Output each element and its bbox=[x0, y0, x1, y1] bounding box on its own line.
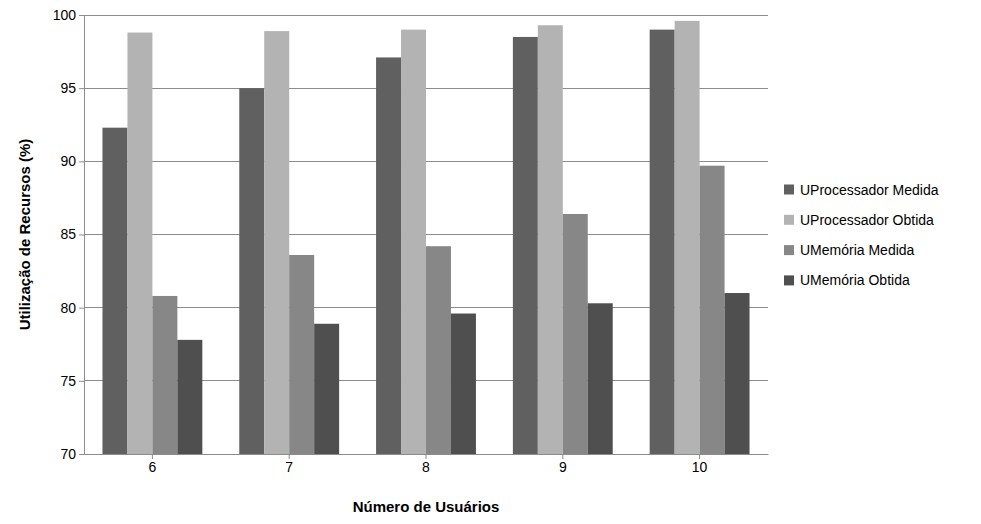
legend-swatch bbox=[784, 215, 794, 225]
bar bbox=[102, 128, 127, 454]
bar bbox=[264, 31, 289, 454]
bar bbox=[426, 246, 451, 454]
y-tick: 100 bbox=[53, 7, 84, 23]
bar bbox=[376, 57, 401, 454]
legend-label: UMemória Obtida bbox=[800, 272, 910, 288]
bar bbox=[700, 166, 725, 454]
y-tick-label: 95 bbox=[60, 80, 76, 96]
legend-item: UMemória Medida bbox=[784, 242, 915, 258]
x-tick: 7 bbox=[285, 454, 293, 475]
y-tick: 70 bbox=[60, 446, 84, 462]
bar bbox=[177, 340, 202, 454]
legend: UProcessador Medida UProcessador Obtida UM… bbox=[784, 182, 939, 289]
legend-swatch bbox=[784, 245, 794, 255]
bar bbox=[289, 255, 314, 454]
y-axis-line bbox=[84, 16, 85, 455]
y-tick-mark bbox=[79, 454, 84, 455]
legend-label: UProcessador Obtida bbox=[800, 212, 934, 228]
x-tick: 6 bbox=[149, 454, 157, 475]
legend-label: UMemória Medida bbox=[800, 242, 915, 258]
y-tick-label: 75 bbox=[60, 373, 76, 389]
x-tick: 8 bbox=[422, 454, 430, 475]
x-axis: 6 7 8 9 10 bbox=[85, 454, 769, 475]
y-tick: 95 bbox=[60, 80, 84, 96]
y-tick: 85 bbox=[60, 226, 84, 242]
legend-item: UProcessador Obtida bbox=[784, 212, 934, 228]
y-tick: 90 bbox=[60, 153, 84, 169]
y-tick-mark bbox=[79, 15, 84, 16]
legend-swatch bbox=[784, 275, 794, 285]
chart: 70 75 80 85 90 95 100 6 7 8 9 10 Número de Usuários U… bbox=[0, 0, 981, 524]
legend-item: UMemória Obtida bbox=[784, 272, 910, 288]
grid bbox=[84, 15, 768, 454]
y-tick-label: 90 bbox=[60, 153, 76, 169]
y-tick-mark bbox=[79, 161, 84, 162]
y-tick-label: 100 bbox=[53, 7, 77, 23]
bar bbox=[451, 314, 476, 454]
grid-line bbox=[84, 15, 768, 16]
bar bbox=[239, 88, 264, 454]
x-tick-label: 10 bbox=[692, 459, 708, 475]
bar bbox=[563, 214, 588, 454]
bar bbox=[725, 293, 750, 454]
y-tick-label: 85 bbox=[60, 226, 76, 242]
bar bbox=[513, 37, 538, 454]
plot: 70 75 80 85 90 95 100 6 7 8 9 10 bbox=[53, 7, 769, 475]
bar bbox=[314, 324, 339, 454]
y-tick-label: 70 bbox=[60, 446, 76, 462]
y-axis-title: Utilização de Recursos (%) bbox=[16, 139, 33, 331]
bar bbox=[152, 296, 177, 454]
bar bbox=[588, 303, 613, 454]
bar bbox=[401, 30, 426, 454]
x-tick: 10 bbox=[692, 454, 708, 475]
y-tick-label: 80 bbox=[60, 300, 76, 316]
legend-item: UProcessador Medida bbox=[784, 182, 939, 198]
y-tick: 80 bbox=[60, 300, 84, 316]
y-tick-mark bbox=[79, 308, 84, 309]
bar bbox=[538, 25, 563, 454]
x-tick: 9 bbox=[559, 454, 567, 475]
y-axis: 70 75 80 85 90 95 100 bbox=[53, 7, 85, 462]
y-tick-mark bbox=[79, 381, 84, 382]
x-tick-label: 9 bbox=[559, 459, 567, 475]
bar bbox=[127, 33, 152, 454]
x-tick-label: 7 bbox=[285, 459, 293, 475]
y-tick-mark bbox=[79, 235, 84, 236]
y-tick: 75 bbox=[60, 373, 84, 389]
x-tick-label: 8 bbox=[422, 459, 430, 475]
x-axis-title: Número de Usuários bbox=[353, 498, 500, 515]
bars bbox=[102, 21, 749, 454]
bar bbox=[650, 30, 675, 454]
legend-swatch bbox=[784, 185, 794, 195]
legend-label: UProcessador Medida bbox=[800, 182, 939, 198]
y-tick-mark bbox=[79, 88, 84, 89]
bar bbox=[675, 21, 700, 454]
x-tick-label: 6 bbox=[149, 459, 157, 475]
